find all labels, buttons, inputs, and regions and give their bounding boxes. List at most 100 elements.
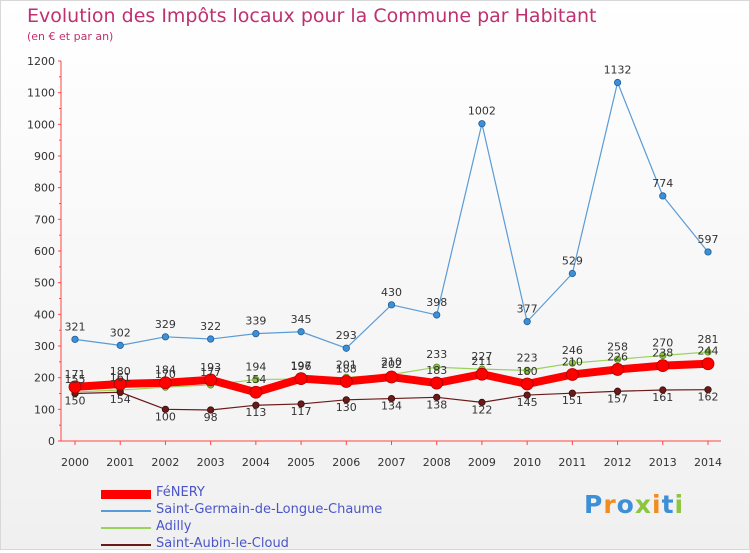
data-label: 157 — [607, 392, 628, 405]
data-point — [161, 333, 170, 341]
proxiti-logo: Proxiti — [584, 490, 684, 519]
data-label: 155 — [65, 373, 86, 386]
data-point — [568, 269, 576, 278]
data-label: 113 — [245, 406, 266, 419]
data-label: 196 — [291, 360, 312, 373]
data-point — [342, 344, 350, 352]
logo-letter: P — [584, 490, 604, 519]
legend-swatch-adilly — [101, 527, 151, 529]
data-point — [68, 380, 82, 394]
data-point — [433, 311, 441, 319]
data-point — [701, 357, 715, 371]
data-label: 223 — [517, 351, 538, 364]
data-point — [659, 351, 667, 360]
data-label: 202 — [381, 358, 402, 371]
data-point — [523, 366, 531, 374]
chart-subtitle: (en € et par an) — [27, 30, 114, 43]
legend-label-saint-aubin: Saint-Aubin-le-Cloud — [156, 536, 289, 551]
data-point — [249, 385, 263, 399]
data-point — [433, 363, 441, 371]
data-label: 1132 — [604, 64, 632, 77]
data-label: 171 — [65, 368, 86, 381]
data-label: 302 — [110, 326, 131, 339]
data-label: 162 — [698, 391, 719, 404]
data-point — [116, 341, 124, 349]
logo-letter: x — [634, 490, 652, 519]
legend-swatch-fenery — [101, 490, 151, 499]
data-label: 151 — [562, 394, 583, 407]
data-label: 244 — [698, 345, 719, 358]
data-label: 154 — [110, 393, 131, 406]
data-label: 238 — [652, 347, 673, 360]
x-tick-label: 2008 — [423, 456, 451, 469]
data-point — [704, 248, 712, 256]
legend-label-fenery: FéNERY — [156, 485, 205, 500]
data-label: 161 — [110, 371, 131, 384]
x-tick-label: 2005 — [287, 456, 315, 469]
data-label: 211 — [471, 355, 492, 368]
data-point — [294, 372, 308, 386]
data-point — [613, 78, 622, 87]
data-point — [71, 335, 79, 343]
x-tick-label: 2006 — [332, 456, 360, 469]
data-point — [159, 376, 172, 390]
y-tick-label: 200 — [34, 372, 55, 385]
data-label: 138 — [426, 398, 447, 411]
data-label: 226 — [607, 350, 628, 363]
data-point — [297, 400, 305, 408]
data-point — [611, 363, 624, 376]
data-label: 281 — [698, 333, 719, 346]
x-tick-label: 2012 — [604, 456, 632, 469]
data-label: 258 — [607, 340, 628, 353]
x-tick-label: 2014 — [694, 456, 722, 469]
data-point — [342, 396, 350, 404]
data-label: 134 — [381, 400, 402, 413]
data-label: 246 — [562, 344, 583, 357]
x-tick-label: 2013 — [649, 456, 677, 469]
data-label: 188 — [336, 362, 357, 375]
y-tick-label: 600 — [34, 245, 55, 258]
data-point — [520, 377, 534, 391]
x-tick-label: 2010 — [513, 456, 541, 469]
chart-title: Evolution des Impôts locaux pour la Comm… — [27, 5, 597, 27]
data-label: 194 — [245, 361, 266, 374]
data-label: 322 — [200, 320, 221, 333]
data-point — [659, 386, 667, 394]
data-point — [478, 398, 486, 406]
logo-letter: i — [652, 490, 662, 519]
data-point — [704, 348, 712, 356]
data-label: 193 — [200, 361, 221, 374]
data-label: 377 — [517, 303, 538, 316]
y-tick-label: 500 — [34, 277, 55, 290]
data-point — [433, 393, 441, 401]
logo-letter: i — [674, 490, 685, 519]
x-tick-label: 2003 — [197, 456, 225, 469]
data-point — [568, 359, 576, 367]
data-label: 329 — [155, 318, 176, 331]
data-label: 529 — [562, 254, 583, 267]
data-point — [252, 330, 260, 338]
data-label: 321 — [65, 320, 86, 333]
logo-letter: t — [661, 490, 675, 519]
data-point — [478, 120, 486, 128]
data-point — [385, 370, 398, 384]
data-point — [113, 377, 127, 391]
data-label: 130 — [336, 401, 357, 414]
data-label: 183 — [426, 364, 447, 377]
data-point — [613, 355, 622, 363]
data-label: 98 — [204, 411, 218, 424]
data-point — [656, 359, 670, 373]
y-tick-label: 800 — [34, 182, 55, 195]
y-tick-label: 1000 — [27, 118, 55, 131]
y-tick-label: 400 — [34, 308, 55, 321]
data-label: 180 — [517, 365, 538, 378]
data-point — [339, 375, 353, 388]
data-point — [523, 391, 531, 399]
data-point — [207, 406, 215, 414]
data-label: 398 — [426, 296, 447, 309]
data-label: 170 — [155, 368, 176, 381]
x-tick-label: 2001 — [106, 456, 134, 469]
data-label: 210 — [562, 356, 583, 369]
data-label: 210 — [381, 356, 402, 369]
data-label: 345 — [291, 313, 312, 326]
